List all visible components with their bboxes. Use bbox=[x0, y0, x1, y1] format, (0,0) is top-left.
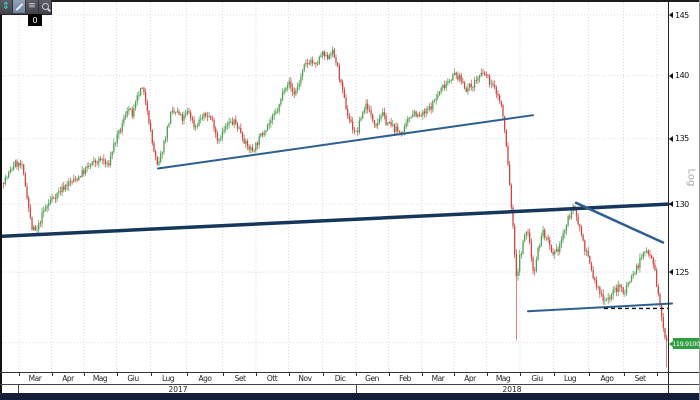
price-tick-value: 145 bbox=[675, 10, 689, 20]
month-label: Apr bbox=[464, 374, 476, 383]
month-tick bbox=[454, 372, 455, 376]
month-label: Apr bbox=[62, 374, 74, 383]
year-label: 2017 bbox=[168, 385, 188, 394]
month-tick bbox=[84, 372, 85, 376]
month-label: Lug bbox=[563, 374, 577, 383]
month-label: Giu bbox=[531, 374, 543, 383]
top-border bbox=[0, 0, 700, 2]
month-label: Lug bbox=[161, 374, 175, 383]
month-tick bbox=[520, 372, 521, 376]
month-label: Mar bbox=[28, 374, 42, 383]
price-tick-icon bbox=[669, 72, 673, 79]
trendline-tool-button[interactable] bbox=[13, 0, 26, 13]
month-label: Set bbox=[634, 374, 646, 383]
month-label: Nov bbox=[298, 374, 312, 383]
month-tick bbox=[553, 372, 555, 376]
month-tick bbox=[116, 372, 118, 376]
month-label: Ago bbox=[198, 374, 212, 383]
month-tick bbox=[51, 372, 53, 376]
month-tick bbox=[421, 372, 423, 376]
magnifier-icon bbox=[41, 3, 49, 10]
drawing-counter-badge: 0 bbox=[28, 14, 42, 26]
month-label: Ago bbox=[600, 374, 614, 383]
price-tick-label: 125 bbox=[669, 267, 689, 277]
month-label: Mar bbox=[431, 374, 445, 383]
month-tick bbox=[356, 372, 357, 376]
month-label: Gen bbox=[365, 374, 379, 383]
month-tick bbox=[256, 372, 257, 376]
badge-arrow-icon bbox=[669, 340, 673, 347]
month-tick bbox=[388, 372, 390, 376]
month-label: Dic bbox=[334, 374, 346, 383]
left-border bbox=[0, 0, 2, 394]
price-tick-value: 140 bbox=[675, 71, 689, 81]
month-label: Set bbox=[234, 374, 246, 383]
price-tick-label: 140 bbox=[669, 71, 689, 81]
month-tick bbox=[222, 372, 224, 376]
price-tick-label: 145 bbox=[669, 10, 689, 20]
month-tick bbox=[288, 372, 290, 376]
month-tick bbox=[588, 372, 590, 376]
month-tick bbox=[19, 372, 20, 376]
month-tick bbox=[657, 372, 658, 376]
month-tick bbox=[486, 372, 488, 376]
levels-icon: ≡ bbox=[28, 1, 36, 11]
cursor-tool-button[interactable]: ⇕ bbox=[0, 0, 13, 13]
month-tick bbox=[623, 372, 625, 376]
levels-tool-button[interactable]: ≡ bbox=[26, 0, 39, 13]
month-label: Mag bbox=[92, 374, 108, 383]
year-separator-line bbox=[0, 384, 700, 385]
bottom-status-bar bbox=[0, 393, 700, 400]
price-tick-label: 135 bbox=[669, 134, 689, 144]
price-tick-icon bbox=[669, 269, 673, 276]
price-tick-icon bbox=[669, 12, 673, 18]
cursor-move-icon: ⇕ bbox=[1, 0, 11, 12]
log-scale-label: Log bbox=[685, 168, 697, 187]
year-section-divider bbox=[18, 384, 19, 393]
year-section-divider bbox=[356, 384, 357, 393]
price-tick-value: 125 bbox=[675, 267, 689, 277]
zoom-tool-button[interactable] bbox=[39, 0, 51, 13]
price-tick-icon bbox=[669, 201, 673, 208]
year-label: 2018 bbox=[502, 385, 522, 394]
month-tick bbox=[322, 372, 324, 376]
month-label: Feb bbox=[399, 374, 411, 383]
price-tick-value: 135 bbox=[675, 134, 689, 144]
trendline-icon bbox=[15, 2, 23, 11]
last-price-value: 119.9100 bbox=[672, 339, 700, 348]
month-label: Giu bbox=[127, 374, 139, 383]
price-tick-icon bbox=[669, 135, 673, 142]
month-label: Ott bbox=[266, 374, 278, 383]
time-axis-line bbox=[0, 372, 700, 373]
drawing-toolbar: ⇕ ≡ bbox=[0, 0, 52, 15]
price-tick-label: 130 bbox=[669, 199, 689, 209]
price-axis-line bbox=[668, 0, 669, 394]
month-tick bbox=[150, 372, 152, 376]
month-label: Mag bbox=[495, 374, 511, 383]
price-tick-value: 130 bbox=[675, 199, 689, 209]
last-price-badge: 119.9100 bbox=[669, 338, 700, 349]
month-tick bbox=[186, 372, 188, 376]
